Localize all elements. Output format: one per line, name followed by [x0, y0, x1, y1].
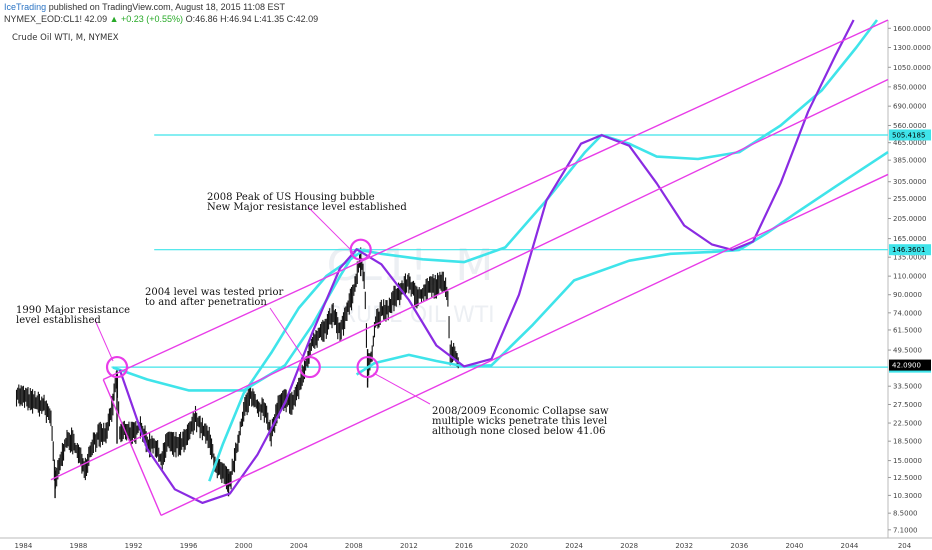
y-tick-label: 255.0000 — [893, 195, 926, 203]
pivot-circle — [298, 355, 321, 379]
chart-title-text: Crude Oil WTI, M, NYMEX — [12, 33, 119, 43]
y-tick-label: 850.0000 — [893, 83, 926, 91]
x-axis-ticks: 1984 1988 1992 1996 2000 2004 2008 2012 2016 2020… — [14, 542, 911, 550]
x-tick-label: 2004 — [290, 542, 308, 550]
y-tick-label: 61.5000 — [893, 326, 922, 334]
annotation-line: although none closed below 41.06 — [432, 426, 605, 437]
y-axis-ticks: 1600.0000 1300.0000 1050.0000 850.0000 690.0… — [888, 25, 931, 534]
channel-line — [102, 19, 889, 381]
y-tick-label: 385.0000 — [893, 157, 926, 165]
last-price: 42.09 — [84, 14, 108, 24]
y-tick-label: 10.3000 — [893, 492, 922, 500]
y-tick-label: 18.5000 — [893, 438, 922, 446]
annotation-text: 2008/2009 Economic Collapse saw multiple … — [432, 406, 609, 437]
level-price-label: 146.3601 — [892, 246, 925, 254]
channel-line — [102, 379, 162, 516]
annotation-text: 1990 Major resistance level established — [16, 305, 130, 326]
annotation-line: 2008 Peak of US Housing bubble — [207, 192, 375, 203]
x-tick-label: 2036 — [730, 542, 748, 550]
last-price-label: 42.0900 — [892, 362, 921, 370]
channel-line — [50, 78, 889, 481]
annotation-line: level established — [16, 315, 101, 326]
x-tick-label: 1984 — [14, 542, 32, 550]
y-tick-label: 8.5000 — [893, 510, 918, 518]
annotation-leader — [269, 307, 307, 362]
y-tick-label: 33.5000 — [893, 383, 922, 391]
published-text: published on TradingView.com, August 18,… — [46, 2, 286, 12]
cycle-path — [118, 19, 855, 504]
annotation-line: New Major resistance level established — [207, 202, 407, 213]
x-tick-label: 2012 — [400, 542, 418, 550]
x-tick-label: 2044 — [841, 542, 859, 550]
level-price-label: 505.4185 — [892, 131, 925, 139]
x-tick-label: 2028 — [620, 542, 638, 550]
y-tick-label: 1600.0000 — [893, 25, 931, 33]
y-tick-label: 49.5000 — [893, 347, 922, 355]
annotation-text: 2004 level was tested prior to and after … — [145, 287, 284, 308]
y-tick-label: 560.0000 — [893, 122, 926, 130]
y-tick-label: 12.5000 — [893, 474, 922, 482]
y-tick-label: 74.0000 — [893, 309, 922, 317]
x-tick-label: 2040 — [785, 542, 803, 550]
y-tick-label: 690.0000 — [893, 103, 926, 111]
x-tick-label: 1992 — [125, 542, 143, 550]
projection-curve — [208, 248, 366, 482]
cycle-curve — [118, 19, 855, 504]
y-tick-label: 110.0000 — [893, 273, 926, 281]
y-tick-label: 165.0000 — [893, 235, 926, 243]
annotation-text: 2008 Peak of US Housing bubble New Major … — [207, 192, 407, 213]
x-tick-label: 1996 — [180, 542, 198, 550]
x-tick-label: 2000 — [235, 542, 253, 550]
annotation-line: multiple wicks penetrate this level — [432, 416, 607, 427]
y-tick-label: 15.0000 — [893, 457, 922, 465]
y-tick-label: 22.5000 — [893, 420, 922, 428]
projection-curve — [355, 151, 889, 376]
y-tick-label: 465.0000 — [893, 139, 926, 147]
y-tick-label: 1300.0000 — [893, 44, 931, 52]
level-price-label-bg — [889, 129, 931, 141]
price-bars — [15, 247, 459, 499]
annotations: 1990 Major resistance level established 20… — [16, 192, 609, 437]
y-tick-label: 90.0000 — [893, 291, 922, 299]
watermark-name: CRUDE OIL WTI — [325, 303, 494, 328]
annotation-leader — [373, 372, 431, 405]
price-change: ▲ +0.23 (+0.55%) — [109, 14, 184, 24]
x-tick-label: 1988 — [70, 542, 88, 550]
pivot-circle — [356, 355, 379, 379]
annotation-leader — [307, 206, 356, 255]
annotation-line: to and after penetration — [145, 297, 267, 308]
channel-line — [160, 173, 889, 517]
y-tick-label: 305.0000 — [893, 178, 926, 186]
annotation-line: 1990 Major resistance — [16, 305, 130, 316]
symbol-line: NYMEX_EOD:CL1! 42.09 ▲ +0.23 (+0.55%) O:… — [4, 14, 318, 24]
x-tick-label: 204 — [898, 542, 912, 550]
y-tick-label: 27.5000 — [893, 401, 922, 409]
x-tick-label: 2024 — [565, 542, 583, 550]
x-tick-label: 2016 — [455, 542, 473, 550]
x-tick-label: 2032 — [675, 542, 693, 550]
annotation-line: 2004 level was tested prior — [145, 287, 284, 298]
annotation-leaders — [94, 206, 431, 405]
ohlc-values: O:46.86 H:46.94 L:41.35 C:42.09 — [185, 14, 319, 24]
last-price-label-bg — [889, 359, 931, 371]
pivot-circle — [105, 355, 129, 379]
annotation-line: 2008/2009 Economic Collapse saw — [432, 406, 609, 417]
y-tick-label: 135.0000 — [893, 254, 926, 262]
chart-title: Crude Oil WTI, M, NYMEX — [12, 33, 119, 43]
y-tick-label: 205.0000 — [893, 215, 926, 223]
y-tick-label: 1050.0000 — [893, 64, 931, 72]
symbol[interactable]: NYMEX_EOD:CL1! — [4, 14, 83, 24]
x-tick-label: 2008 — [345, 542, 363, 550]
annotation-leader — [94, 319, 114, 362]
x-tick-label: 2020 — [510, 542, 528, 550]
level-price-label-bg — [889, 244, 931, 256]
y-tick-label: 7.1000 — [893, 526, 918, 534]
price-channel — [50, 19, 889, 517]
publisher-line: IceTrading published on TradingView.com,… — [4, 2, 285, 12]
brand-link[interactable]: IceTrading — [4, 2, 47, 12]
